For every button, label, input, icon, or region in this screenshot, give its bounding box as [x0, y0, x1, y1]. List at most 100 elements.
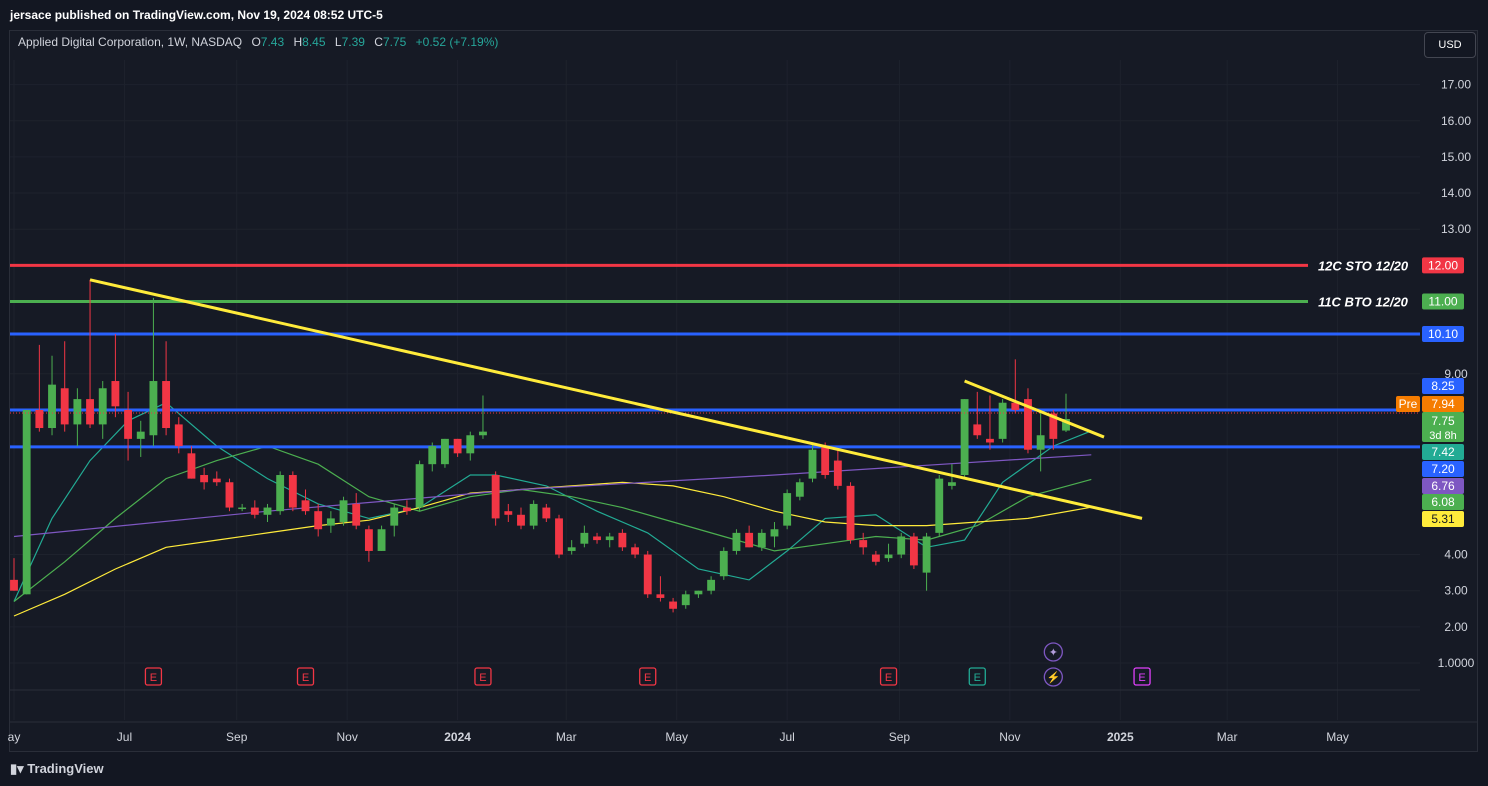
candle-body: [225, 482, 234, 508]
x-tick-label: Sep: [889, 730, 911, 744]
x-tick-label: Mar: [1217, 730, 1238, 744]
x-tick-label: May: [1326, 730, 1349, 744]
candle-body: [390, 507, 399, 526]
candle-body: [10, 579, 18, 591]
candle-body: [339, 500, 348, 523]
y-tick-label: 15.00: [1441, 150, 1471, 164]
earnings-marker-label: E: [974, 672, 981, 684]
candle-body: [98, 388, 107, 425]
candle-body: [884, 554, 893, 559]
candle-body: [732, 532, 741, 551]
high-value: 8.45: [302, 35, 326, 49]
y-tick-label: 13.00: [1441, 222, 1471, 236]
candle-body: [517, 514, 525, 526]
price-tag-bg: [1422, 257, 1464, 274]
candle-body: [542, 507, 551, 519]
currency-button[interactable]: USD: [1424, 32, 1476, 58]
symbol-title[interactable]: Applied Digital Corporation, 1W, NASDAQ: [18, 35, 243, 49]
level-line-label: 11C BTO 12/20: [1318, 295, 1409, 310]
event-star-icon: [1043, 642, 1063, 662]
candle-body: [453, 438, 462, 454]
price-tag: 5.31: [1431, 512, 1455, 526]
chart-pane[interactable]: [9, 30, 1478, 752]
candle-body: [593, 536, 601, 541]
brand-label: TradingView: [27, 761, 104, 776]
candle-body: [428, 446, 437, 465]
candle-body: [86, 399, 94, 425]
price-tag-bg: [1422, 293, 1464, 310]
candle-body: [1049, 413, 1058, 439]
y-tick-label: 2.00: [1444, 620, 1468, 634]
candle-body: [529, 503, 538, 526]
candle-body: [60, 388, 69, 425]
change-value: +0.52 (+7.19%): [415, 35, 499, 49]
earnings-marker: [639, 667, 657, 686]
candle-body: [136, 431, 145, 439]
candle-body: [1011, 402, 1020, 410]
open-label: O: [251, 35, 261, 49]
x-tick-label: ay: [8, 730, 21, 744]
candle-body: [479, 431, 487, 436]
candle-body: [491, 475, 500, 519]
candle-body: [580, 532, 589, 544]
sparkle-icon: ✦: [1049, 647, 1058, 659]
candle-body: [871, 554, 880, 562]
x-tick-label: 2025: [1107, 730, 1134, 744]
candle-body: [605, 536, 614, 541]
y-tick-label: 17.00: [1441, 78, 1471, 92]
candle-body: [124, 409, 133, 439]
candle-body: [719, 550, 728, 577]
top-bar: jersace published on TradingView.com, No…: [0, 0, 1488, 30]
price-tag-bg: [1422, 378, 1464, 394]
candle-body: [35, 409, 44, 429]
symbol-legend: Applied Digital Corporation, 1W, NASDAQ …: [18, 35, 498, 49]
x-tick-label: Nov: [336, 730, 357, 744]
price-tag-bg: [1422, 444, 1464, 460]
candle-body: [162, 381, 171, 429]
candle-body: [897, 536, 906, 555]
close-label: C: [374, 35, 383, 49]
candle-body: [301, 500, 310, 512]
candle-body: [643, 554, 652, 595]
candle-body: [73, 399, 82, 425]
earnings-marker: [296, 667, 315, 686]
candle-body: [681, 594, 690, 606]
trend-line: [89, 278, 1143, 520]
price-tag: 8.25: [1431, 379, 1455, 393]
candle-body: [656, 594, 665, 598]
candle-body: [795, 482, 804, 497]
candle-body: [326, 518, 335, 526]
candle-body: [1024, 399, 1032, 450]
candle-body: [352, 503, 361, 526]
lightning-icon: ⚡: [1046, 671, 1060, 684]
candle-body: [441, 438, 449, 465]
candle-body: [707, 579, 716, 591]
candle-body: [694, 590, 703, 595]
candle-body: [998, 402, 1007, 439]
price-tag-bg: [1422, 461, 1464, 477]
candle-body: [22, 409, 31, 595]
close-value: 7.75: [382, 35, 407, 49]
price-tag-bg: [1422, 396, 1464, 412]
price-tag-bg: [1422, 326, 1464, 343]
candle-body: [555, 518, 563, 555]
earnings-marker-label: E: [644, 672, 651, 684]
candle-body: [1036, 435, 1045, 450]
candle-body: [377, 529, 386, 551]
earnings-marker: [968, 667, 986, 686]
candle-body: [415, 464, 424, 508]
candle-body: [846, 485, 855, 541]
price-tag: 11.00: [1428, 295, 1457, 309]
candle-body: [909, 536, 918, 566]
price-tag: 7.94: [1431, 397, 1455, 411]
candle-body: [402, 507, 411, 512]
candle-body: [922, 536, 931, 573]
last-price-tag: 7.75: [1431, 414, 1455, 428]
earnings-marker-label: E: [150, 672, 157, 684]
y-tick-label: 1.0000: [1438, 656, 1475, 670]
earnings-marker: [144, 667, 163, 686]
x-tick-label: May: [665, 730, 688, 744]
earnings-marker: [474, 667, 492, 686]
open-value: 7.43: [260, 35, 285, 49]
